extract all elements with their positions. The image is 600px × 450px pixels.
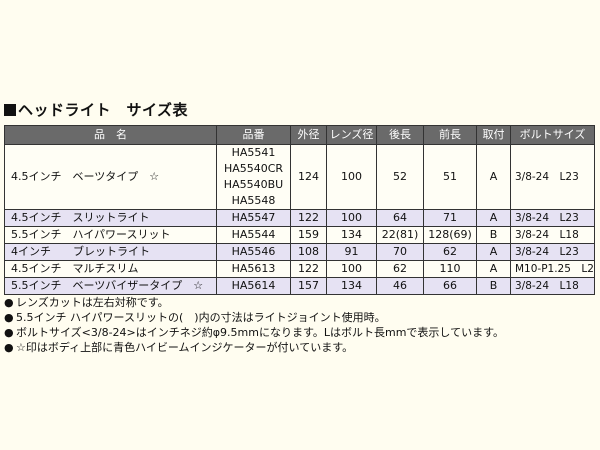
note-item: ● 5.5インチ ハイパワースリットの( )内の寸法はライトジョイント使用時。 (4, 310, 504, 325)
mount-type: A (476, 243, 511, 261)
front-length: 62 (423, 243, 477, 261)
product-name: 5.5インチ ハイパワースリット (4, 226, 217, 244)
page-title: ヘッドライト サイズ表 (4, 99, 188, 120)
note-item: ● ボルトサイズ<3/8-24>はインチネジ約φ9.5mmになります。Lはボルト… (4, 325, 504, 340)
lens-diameter: 134 (326, 226, 377, 244)
front-length: 128(69) (423, 226, 477, 244)
outer-diameter: 122 (290, 260, 327, 278)
lens-diameter: 134 (326, 277, 377, 295)
product-name: 4インチ ブレットライト (4, 243, 217, 261)
product-name: 4.5インチ マルチスリム (4, 260, 217, 278)
note-text: ☆印はボディ上部に青色ハイビームインジケーターが付いています。 (16, 341, 354, 354)
rear-length: 22(81) (376, 226, 424, 244)
product-name: 4.5インチ スリットライト (4, 209, 217, 227)
outer-diameter: 122 (290, 209, 327, 227)
rear-length: 64 (376, 209, 424, 227)
bullet-icon: ● (4, 311, 14, 324)
note-text: 5.5インチ ハイパワースリットの( )内の寸法はライトジョイント使用時。 (16, 311, 386, 324)
part-number: HA5613 (216, 260, 291, 278)
bolt-size: 3/8-24 L18 (510, 277, 595, 295)
front-length: 110 (423, 260, 477, 278)
mount-type: A (476, 209, 511, 227)
part-numbers: HA5541 HA5540CR HA5540BU HA5548 (216, 144, 291, 210)
title-text: ヘッドライト サイズ表 (18, 101, 189, 119)
part-number: HA5546 (216, 243, 291, 261)
part-number: HA5547 (216, 209, 291, 227)
bolt-size: 3/8-24 L23 (510, 209, 595, 227)
table-row: 5.5インチ ベーツバイザータイプ ☆ HA5614 157 134 46 66… (4, 277, 595, 295)
bullet-icon: ● (4, 296, 14, 309)
header-part-number: 品番 (216, 125, 291, 145)
front-length: 71 (423, 209, 477, 227)
note-text: レンズカットは左右対称です。 (16, 296, 169, 309)
lens-diameter: 100 (326, 260, 377, 278)
lens-diameter: 100 (326, 209, 377, 227)
product-name: 4.5インチ ベーツタイプ ☆ (4, 144, 217, 210)
bolt-size: M10-P1.25 L25 (510, 260, 595, 278)
part-number: HA5544 (216, 226, 291, 244)
rear-length: 62 (376, 260, 424, 278)
bullet-icon: ● (4, 326, 14, 339)
bullet-icon: ● (4, 341, 14, 354)
bolt-size: 3/8-24 L23 (510, 144, 595, 210)
header-outer-diameter: 外径 (290, 125, 327, 145)
rear-length: 52 (376, 144, 424, 210)
note-item: ● レンズカットは左右対称です。 (4, 295, 504, 310)
part-number: HA5614 (216, 277, 291, 295)
table-header-row: 品 名 品番 外径 レンズ径 後長 前長 取付 ボルトサイズ (4, 125, 595, 145)
front-length: 51 (423, 144, 477, 210)
header-lens-diameter: レンズ径 (326, 125, 377, 145)
title-square-icon (4, 103, 16, 116)
lens-diameter: 100 (326, 144, 377, 210)
header-front-length: 前長 (423, 125, 477, 145)
part-number: HA5548 (231, 194, 276, 207)
part-number: HA5541 (231, 146, 276, 159)
header-product-name: 品 名 (4, 125, 217, 145)
part-number: HA5540BU (223, 178, 284, 191)
rear-length: 46 (376, 277, 424, 295)
bolt-size: 3/8-24 L18 (510, 226, 595, 244)
mount-type: A (476, 144, 511, 210)
part-number: HA5540CR (223, 162, 284, 175)
front-length: 66 (423, 277, 477, 295)
bolt-size: 3/8-24 L23 (510, 243, 595, 261)
rear-length: 70 (376, 243, 424, 261)
outer-diameter: 108 (290, 243, 327, 261)
notes: ● レンズカットは左右対称です。 ● 5.5インチ ハイパワースリットの( )内… (4, 295, 504, 355)
lens-diameter: 91 (326, 243, 377, 261)
outer-diameter: 157 (290, 277, 327, 295)
header-rear-length: 後長 (376, 125, 424, 145)
mount-type: B (476, 277, 511, 295)
note-text: ボルトサイズ<3/8-24>はインチネジ約φ9.5mmになります。Lはボルト長m… (16, 326, 504, 339)
outer-diameter: 124 (290, 144, 327, 210)
table-row: 4インチ ブレットライト HA5546 108 91 70 62 A 3/8-2… (4, 243, 595, 261)
table-row: 5.5インチ ハイパワースリット HA5544 159 134 22(81) 1… (4, 226, 595, 244)
header-mount: 取付 (476, 125, 511, 145)
table-row: 4.5インチ スリットライト HA5547 122 100 64 71 A 3/… (4, 209, 595, 227)
note-item: ● ☆印はボディ上部に青色ハイビームインジケーターが付いています。 (4, 340, 504, 355)
header-bolt-size: ボルトサイズ (510, 125, 595, 145)
mount-type: B (476, 226, 511, 244)
headlight-size-table: 品 名 品番 外径 レンズ径 後長 前長 取付 ボルトサイズ 4.5インチ ベー… (4, 125, 595, 295)
product-name: 5.5インチ ベーツバイザータイプ ☆ (4, 277, 217, 295)
outer-diameter: 159 (290, 226, 327, 244)
mount-type: A (476, 260, 511, 278)
table-row: 4.5インチ マルチスリム HA5613 122 100 62 110 A M1… (4, 260, 595, 278)
table-row: 4.5インチ ベーツタイプ ☆ HA5541 HA5540CR HA5540BU… (4, 144, 595, 210)
